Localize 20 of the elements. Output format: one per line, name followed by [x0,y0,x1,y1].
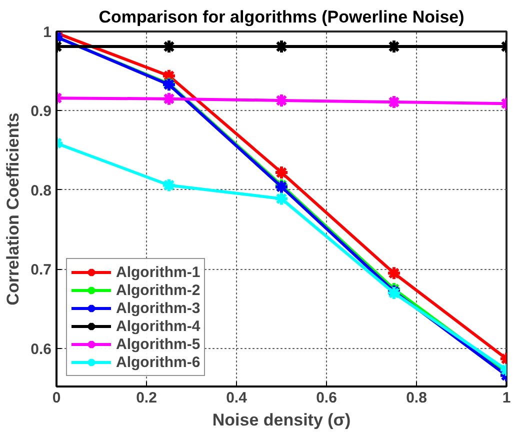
y-tick-label: 0.9 [30,103,52,120]
x-tick-label: 0 [52,390,61,406]
y-axis-title: Correlation Coefficients [4,112,23,306]
chart-title: Comparison for algorithms (Powerline Noise) [98,8,464,26]
x-tick-label: 0.8 [406,390,427,406]
legend-label: Algorithm-1 [116,263,200,281]
legend-label: Algorithm-5 [116,335,200,353]
x-tick-label: 1 [502,390,511,406]
legend-label: Algorithm-3 [116,299,200,317]
y-tick-label: 1 [43,24,52,41]
y-tick-label: 0.7 [30,262,52,279]
x-tick-label: 0.6 [316,390,337,406]
x-tick-label: 0.2 [136,390,157,406]
x-axis-title: Noise density (σ) [212,410,351,430]
x-tick-label: 0.4 [226,390,248,406]
legend-label: Algorithm-6 [116,353,200,371]
legend-label: Algorithm-2 [116,281,200,299]
legend-label: Algorithm-4 [116,317,200,335]
y-tick-label: 0.8 [30,182,52,200]
y-tick-label: 0.6 [30,340,52,358]
